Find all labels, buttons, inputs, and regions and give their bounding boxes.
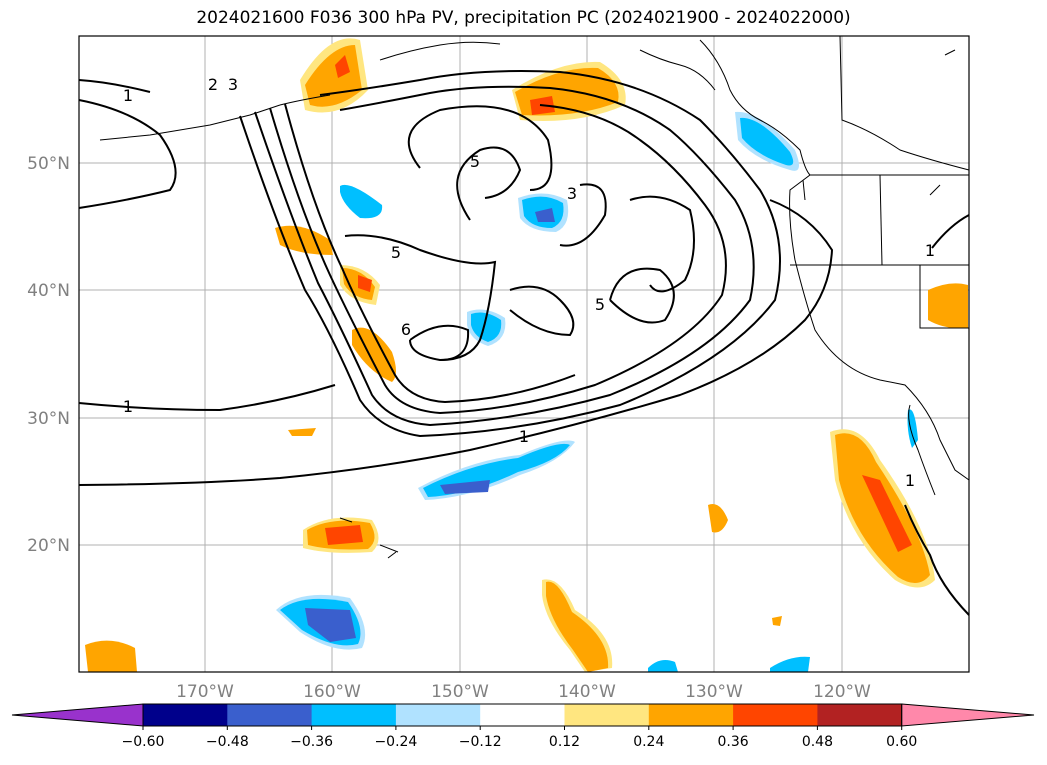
colorbar-tick-label: −0.12 [459, 734, 502, 750]
colorbar-tick-label: 0.36 [718, 734, 749, 750]
colorbar-outline [142, 703, 903, 727]
contour-label: 5 [595, 295, 605, 314]
colorbar-extend-high [901, 703, 1035, 727]
precip-negative [276, 111, 918, 672]
lon-label: 140°W [558, 682, 616, 702]
colorbar-tick-label: −0.36 [290, 734, 333, 750]
lat-label: 40°N [27, 281, 70, 301]
lon-label: 170°W [176, 682, 234, 702]
colorbar-tick-label: 0.48 [802, 734, 833, 750]
map-area: 1 2 3 5 3 5 5 6 1 1 1 1 [78, 35, 970, 673]
contour-label: 3 [567, 184, 577, 203]
lon-label: 120°W [813, 682, 871, 702]
contour-label: 1 [519, 427, 529, 446]
colorbar-segment [227, 704, 313, 726]
colorbar-tick-label: −0.24 [374, 734, 417, 750]
contour-label: 2 [208, 75, 218, 94]
gridlines [79, 36, 969, 672]
colorbar-segment [311, 704, 397, 726]
colorbar-tick-label: −0.48 [206, 734, 249, 750]
map-title: 2024021600 F036 300 hPa PV, precipitatio… [196, 8, 851, 28]
pv-contours [78, 70, 970, 616]
colorbar-segment [143, 704, 228, 726]
colorbar-tick-label: −0.60 [122, 734, 165, 750]
contour-label: 3 [228, 75, 238, 94]
colorbar-segment [395, 704, 481, 726]
lon-label: 130°W [685, 682, 743, 702]
contour-label: 1 [123, 86, 133, 105]
colorbar-tick-label: 0.24 [633, 734, 664, 750]
contour-label: 6 [401, 320, 411, 339]
colorbar-segment [733, 704, 818, 726]
coastlines [99, 35, 970, 559]
colorbar-tick-label: 0.60 [886, 734, 917, 750]
contour-label: 1 [123, 397, 133, 416]
colorbar-segment [564, 704, 650, 726]
contour-label: 1 [905, 471, 915, 490]
map-border [78, 35, 970, 673]
colorbar-extend-low [11, 703, 144, 727]
lat-label: 20°N [27, 536, 70, 556]
lat-label: 30°N [27, 409, 70, 429]
lon-label: 150°W [431, 682, 489, 702]
colorbar: −0.60 −0.48 −0.36 −0.24 −0.12 0.12 0.24 0.36 0.4… [11, 703, 1035, 750]
colorbar-segment [817, 704, 903, 726]
colorbar-segment [648, 704, 734, 726]
precip-positive [85, 38, 968, 672]
colorbar-segment [480, 704, 565, 726]
lat-label: 50°N [27, 154, 70, 174]
lon-label: 160°W [303, 682, 361, 702]
contour-label: 1 [925, 241, 935, 260]
contour-label: 5 [470, 152, 480, 171]
contour-label: 5 [391, 243, 401, 262]
colorbar-tick-label: 0.12 [549, 734, 580, 750]
